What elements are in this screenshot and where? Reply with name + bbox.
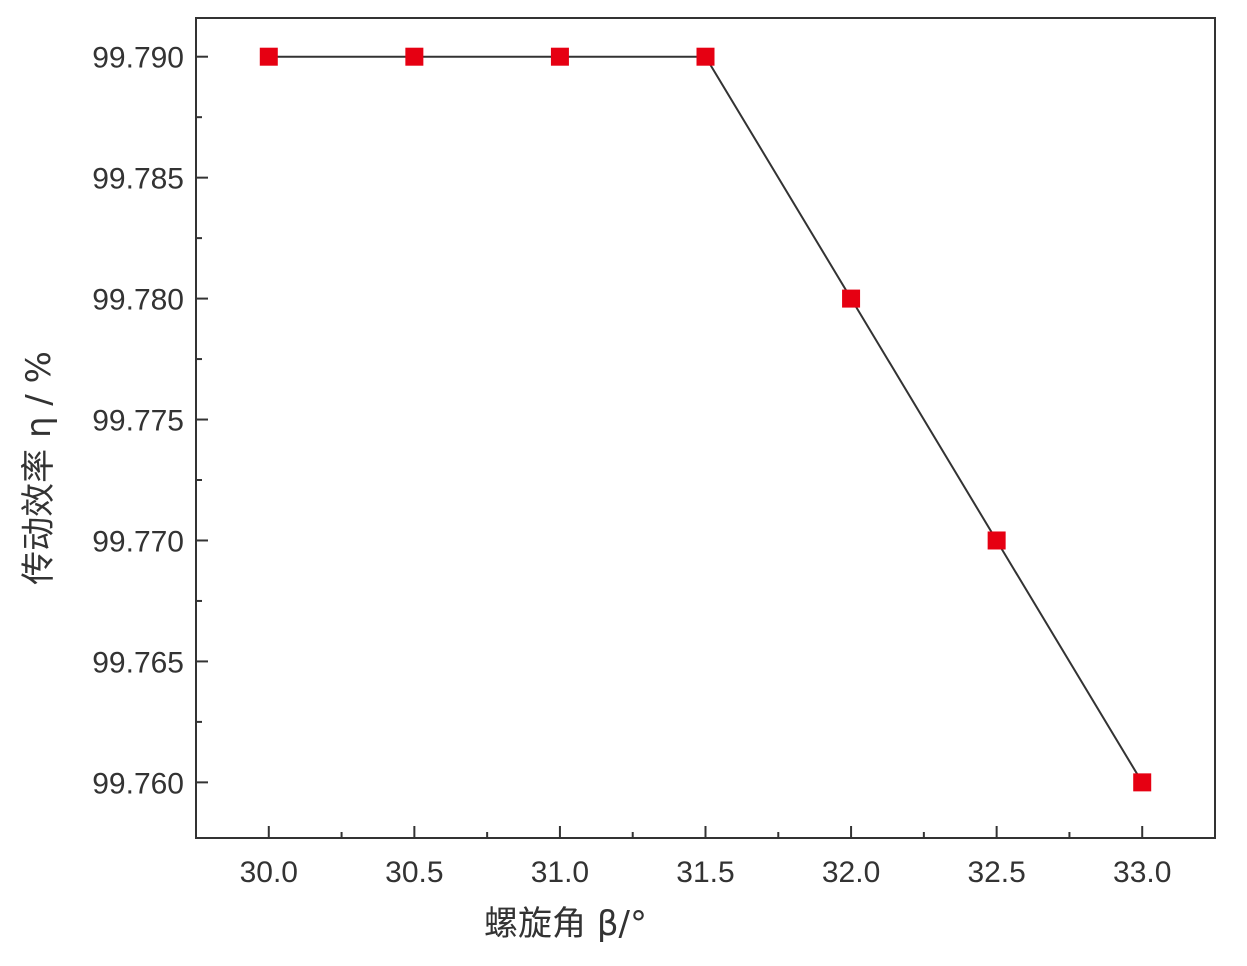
series-line-group xyxy=(268,55,1144,783)
y-tick-label: 99.775 xyxy=(92,405,184,438)
x-tick-label: 33.0 xyxy=(1113,856,1171,889)
y-tick-label: 99.770 xyxy=(92,525,184,558)
y-tick-label: 99.785 xyxy=(92,163,184,196)
x-tick-label: 32.5 xyxy=(967,856,1025,889)
axes: 30.0 30.5 31.0 31.5 32.0 32.5 33.0 99.760 99.765… xyxy=(92,17,1216,889)
x-tick-label: 31.0 xyxy=(531,856,589,889)
data-point xyxy=(696,47,715,66)
y-tick-label: 99.780 xyxy=(92,284,184,317)
y-tick-label: 99.790 xyxy=(92,42,184,75)
data-point xyxy=(259,47,278,66)
x-tick-label: 31.5 xyxy=(676,856,734,889)
x-tick-label: 30.5 xyxy=(385,856,443,889)
x-tick-label: 32.0 xyxy=(822,856,880,889)
x-tick-label: 30.0 xyxy=(240,856,298,889)
series-line xyxy=(268,55,1144,783)
plot-frame xyxy=(195,17,1216,839)
y-tick-label: 99.760 xyxy=(92,767,184,800)
data-point xyxy=(550,47,569,66)
y-tick-label: 99.765 xyxy=(92,646,184,679)
data-point xyxy=(405,47,424,66)
marker-group xyxy=(259,47,1152,792)
data-point xyxy=(1133,773,1152,792)
data-point xyxy=(842,289,861,308)
x-axis-title: 螺旋角 β/° xyxy=(484,904,647,944)
y-axis-title: 传动效率 η / % xyxy=(19,351,59,585)
data-point xyxy=(987,531,1006,550)
